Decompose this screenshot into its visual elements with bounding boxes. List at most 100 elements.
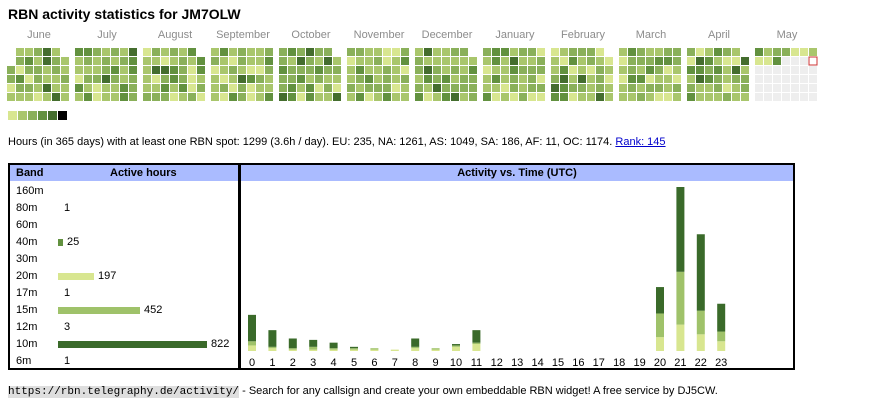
hour-bar-segment xyxy=(248,345,256,351)
heatmap-cell xyxy=(247,93,255,101)
heatmap-cell xyxy=(152,66,160,74)
hour-bar-segment xyxy=(329,349,338,351)
heatmap-cell xyxy=(161,66,169,74)
heatmap-cell xyxy=(401,93,409,101)
heatmap-cell xyxy=(551,93,559,101)
heatmap-cell xyxy=(705,75,713,83)
heatmap-cell xyxy=(483,84,491,92)
heatmap-cell xyxy=(519,57,527,65)
heatmap-cell xyxy=(800,66,808,74)
rank-link[interactable]: Rank: 145 xyxy=(615,136,666,148)
heatmap-cell xyxy=(578,57,586,65)
band-row-160m: 160m xyxy=(10,183,238,200)
heatmap-cell xyxy=(442,84,450,92)
heatmap-cell xyxy=(220,48,228,56)
month-label-july: July xyxy=(97,29,117,41)
heatmap-cell xyxy=(279,84,287,92)
heatmap-cell xyxy=(93,75,101,83)
heatmap-cell xyxy=(415,57,423,65)
heatmap-cell xyxy=(800,57,808,65)
heatmap-cell xyxy=(143,75,151,83)
band-hours-value: 452 xyxy=(144,304,163,316)
hour-bar-segment xyxy=(452,344,460,346)
heatmap-cell xyxy=(424,75,432,83)
heatmap-cell xyxy=(637,75,645,83)
heatmap-cell xyxy=(120,93,128,101)
heatmap-cell xyxy=(25,57,33,65)
hour-tick-label: 15 xyxy=(552,357,564,368)
heatmap-cell xyxy=(741,84,749,92)
heatmap-cell xyxy=(25,84,33,92)
heatmap-cell xyxy=(492,93,500,101)
heatmap-cell xyxy=(705,93,713,101)
heatmap-cell xyxy=(197,75,205,83)
heatmap-cell xyxy=(492,75,500,83)
heatmap-cell xyxy=(714,75,722,83)
footer-url[interactable]: https://rbn.telegraphy.de/activity/ xyxy=(8,386,240,398)
band-name: 30m xyxy=(16,253,38,265)
heatmap-cell xyxy=(705,84,713,92)
heatmap-cell xyxy=(442,57,450,65)
heatmap-cell xyxy=(696,75,704,83)
legend-swatch xyxy=(48,111,57,120)
band-table: Band Active hours 160m 80m 1 60m 40m 25 30m 20m… xyxy=(8,163,240,370)
heatmap-cell xyxy=(687,48,695,56)
heatmap-cell xyxy=(120,48,128,56)
heatmap-cell xyxy=(628,75,636,83)
heatmap-cell xyxy=(628,93,636,101)
heatmap-cell xyxy=(800,84,808,92)
month-label-january: January xyxy=(495,29,535,41)
hour-tick-label: 14 xyxy=(531,357,543,368)
heatmap-cell xyxy=(111,57,119,65)
band-row-17m: 17m 1 xyxy=(10,285,238,302)
heatmap-cell xyxy=(705,66,713,74)
heatmap-cell xyxy=(93,48,101,56)
heatmap-cell xyxy=(374,75,382,83)
heatmap-cell xyxy=(297,93,305,101)
heatmap-cell xyxy=(741,93,749,101)
heatmap-cell xyxy=(297,75,305,83)
band-row-20m: 20m 197 xyxy=(10,268,238,285)
heatmap-cell xyxy=(188,84,196,92)
heatmap-cell xyxy=(383,66,391,74)
heatmap-cell xyxy=(587,84,595,92)
heatmap-cell xyxy=(324,66,332,74)
hour-bar-segment xyxy=(350,349,358,351)
heatmap-cell xyxy=(510,48,518,56)
heatmap-cell xyxy=(279,48,287,56)
heatmap-cell xyxy=(764,93,772,101)
heatmap-cell xyxy=(519,48,527,56)
heatmap-cell xyxy=(256,93,264,101)
hour-bar-segment xyxy=(248,341,256,346)
heatmap-cell xyxy=(596,66,604,74)
heatmap-cell xyxy=(764,75,772,83)
heatmap-cell xyxy=(365,57,373,65)
heatmap-cell xyxy=(61,57,69,65)
band-hours-bar xyxy=(58,341,207,348)
month-label-april: April xyxy=(707,29,730,41)
heatmap-cell xyxy=(333,66,341,74)
hour-bar-segment xyxy=(411,348,420,351)
hour-tick-label: 11 xyxy=(471,357,482,368)
heatmap-cell xyxy=(791,75,799,83)
footer-text: - Search for any callsign and create you… xyxy=(239,385,718,397)
hour-tick-label: 1 xyxy=(269,357,275,368)
heatmap-cell xyxy=(433,75,441,83)
heatmap-cell xyxy=(288,48,296,56)
heatmap-cell xyxy=(25,66,33,74)
heatmap-cell xyxy=(664,84,672,92)
heatmap-cell xyxy=(755,66,763,74)
heatmap-cell xyxy=(297,66,305,74)
heatmap-cell xyxy=(773,84,781,92)
heatmap-cell xyxy=(179,48,187,56)
heatmap-cell xyxy=(551,84,559,92)
heatmap-cell xyxy=(211,84,219,92)
heatmap-cell xyxy=(664,48,672,56)
hour-bar-segment xyxy=(248,314,256,342)
heatmap-cell xyxy=(560,93,568,101)
heatmap-cell xyxy=(451,93,459,101)
heatmap-cell xyxy=(324,48,332,56)
heatmap-cell xyxy=(551,75,559,83)
band-table-header: Band Active hours xyxy=(10,165,238,181)
heatmap-cell xyxy=(324,57,332,65)
